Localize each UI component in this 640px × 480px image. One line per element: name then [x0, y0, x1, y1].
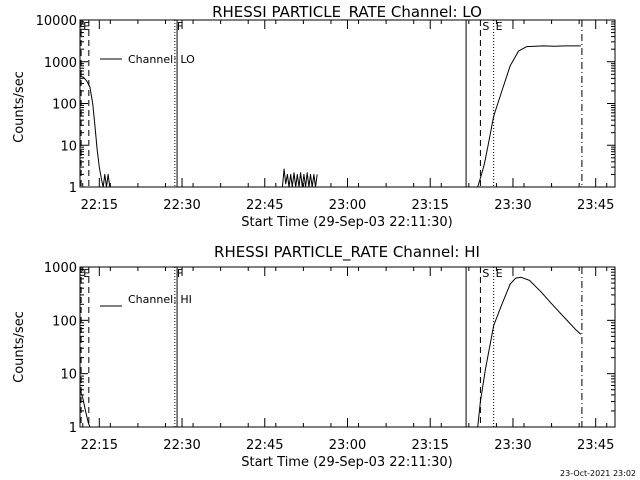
- series-line: [477, 276, 582, 428]
- panel-2-title: RHESSI PARTICLE_RATE Channel: HI: [214, 243, 480, 262]
- x-tick-label: 22:15: [81, 198, 118, 213]
- x-tick-label: 23:15: [411, 438, 448, 453]
- x-tick-label: 22:30: [163, 438, 200, 453]
- y-tick-label: 1000: [44, 56, 77, 71]
- x-tick-label: 22:30: [163, 198, 200, 213]
- y-tick-label: 10: [60, 368, 77, 383]
- plot-frame: [79, 19, 616, 188]
- panel-1-title: RHESSI PARTICLE_RATE Channel: LO: [212, 3, 482, 22]
- x-tick-label: 22:45: [246, 438, 283, 453]
- x-tick-label: 23:30: [494, 198, 531, 213]
- event-marker-label: E: [83, 20, 90, 33]
- panel-2-legend-label: Channel: HI: [128, 293, 192, 306]
- x-tick-label: 23:45: [577, 198, 614, 213]
- event-marker-label: E: [496, 20, 503, 33]
- y-tick-label: 100: [52, 314, 77, 329]
- y-tick-label: 1000: [44, 261, 77, 276]
- event-marker-label: E: [83, 267, 90, 280]
- panel-1-legend-label: Channel: LO: [128, 53, 195, 66]
- panel-1-ylabel: Counts/sec: [12, 71, 27, 143]
- event-marker-label: F: [177, 20, 183, 33]
- event-marker-label: S: [482, 20, 489, 33]
- series-line: [79, 75, 111, 188]
- x-tick-label: 23:00: [329, 198, 366, 213]
- x-tick-label: 22:45: [246, 198, 283, 213]
- y-tick-label: 10: [60, 139, 77, 154]
- event-marker-label: F: [177, 267, 183, 280]
- x-tick-label: 22:15: [81, 438, 118, 453]
- panel-1: 1 10 100 1000 10000 22:15 22:30 22:45 23:00 23:15…: [36, 14, 616, 213]
- series-line: [79, 389, 91, 428]
- timestamp-label: 23-Oct-2021 23:02: [560, 469, 636, 478]
- event-marker-label: S: [482, 267, 489, 280]
- y-tick-label: 1: [69, 421, 77, 436]
- series-line: [281, 168, 318, 188]
- y-tick-label: 100: [52, 98, 77, 113]
- plot-frame: [79, 266, 616, 428]
- event-marker-label: E: [496, 267, 503, 280]
- x-tick-label: 23:00: [329, 438, 366, 453]
- y-tick-label: 1: [69, 181, 77, 196]
- series-line: [477, 45, 581, 188]
- x-tick-label: 23:15: [411, 198, 448, 213]
- y-tick-label: 10000: [36, 14, 77, 29]
- x-tick-label: 23:45: [577, 438, 614, 453]
- panel-2-xlabel: Start Time (29-Sep-03 22:11:30): [241, 455, 452, 470]
- x-tick-label: 23:30: [494, 438, 531, 453]
- panel-2-ylabel: Counts/sec: [12, 311, 27, 383]
- panel-1-xlabel: Start Time (29-Sep-03 22:11:30): [241, 215, 452, 230]
- panel-2: 1 10 100 1000 22:15 22:30 22:45 23:00 23:15 23:30…: [44, 261, 616, 453]
